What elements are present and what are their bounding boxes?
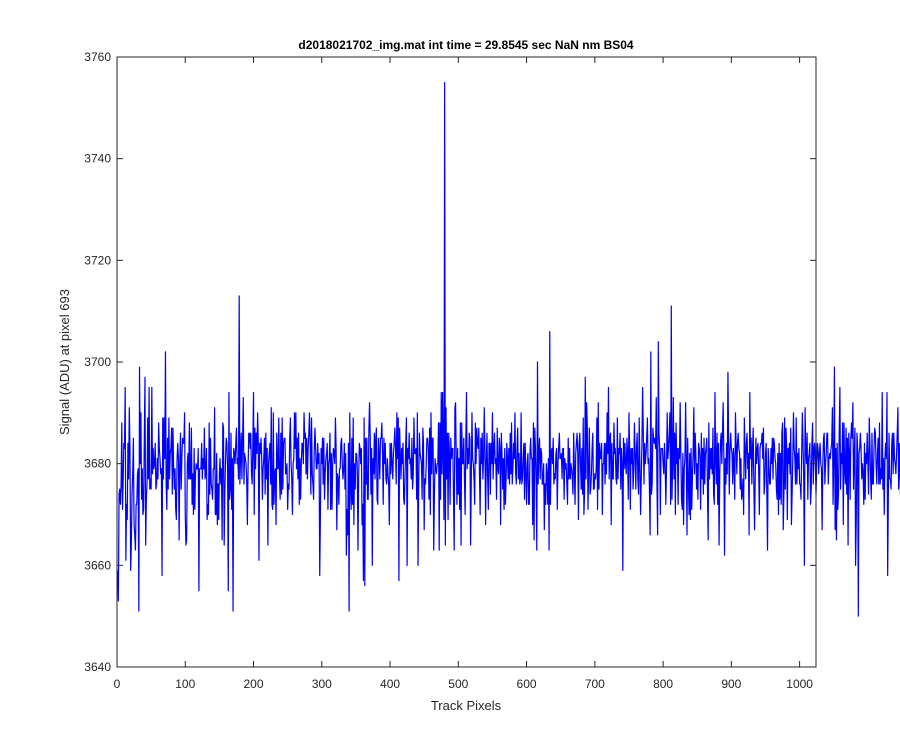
y-tick-label-3640: 3640: [84, 660, 111, 674]
x-tick-label-1000: 1000: [786, 677, 813, 691]
series-layer: [117, 81, 900, 617]
x-tick-label-400: 400: [380, 677, 400, 691]
x-tick-label-300: 300: [312, 677, 332, 691]
y-tick-label-3740: 3740: [84, 152, 111, 166]
x-tick-label-0: 0: [114, 677, 121, 691]
x-tick-label-800: 800: [653, 677, 673, 691]
x-tick-label-700: 700: [585, 677, 605, 691]
y-axis-label: Signal (ADU) at pixel 693: [57, 289, 72, 435]
x-tick-label-500: 500: [448, 677, 468, 691]
y-tick-label-3680: 3680: [84, 457, 111, 471]
x-axis-label: Track Pixels: [431, 698, 502, 713]
x-axis-ticks: 0 100 200 300 400 500 600 700 800 900 1000: [114, 57, 813, 691]
x-tick-label-900: 900: [721, 677, 741, 691]
x-tick-label-200: 200: [244, 677, 264, 691]
x-tick-label-600: 600: [517, 677, 537, 691]
y-tick-label-3760: 3760: [84, 50, 111, 64]
plot-area: [117, 57, 816, 667]
y-axis-ticks: 3640 3660 3680 3700 3720 3740 3760: [84, 50, 816, 674]
chart-title: d2018021702_img.mat int time = 29.8545 s…: [298, 38, 634, 52]
x-tick-label-100: 100: [175, 677, 195, 691]
y-tick-label-3660: 3660: [84, 558, 111, 572]
y-tick-label-3700: 3700: [84, 355, 111, 369]
series-line-0: [117, 81, 900, 617]
y-tick-label-3720: 3720: [84, 253, 111, 267]
